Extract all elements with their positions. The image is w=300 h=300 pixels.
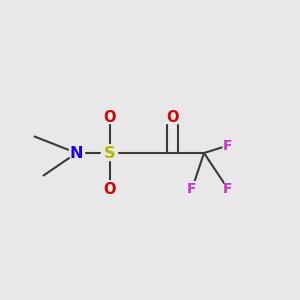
Text: S: S [102,143,117,163]
Text: N: N [68,143,85,163]
Text: S: S [104,146,115,160]
Text: O: O [103,110,116,124]
Text: O: O [103,182,116,196]
Text: F: F [222,136,234,154]
Text: N: N [70,146,83,160]
Text: F: F [223,139,233,152]
Text: F: F [223,182,233,196]
Text: O: O [166,110,179,124]
Text: F: F [222,180,234,198]
Text: F: F [187,182,197,196]
Text: O: O [165,107,180,127]
Text: O: O [102,179,117,199]
Text: O: O [102,107,117,127]
Text: F: F [186,180,198,198]
